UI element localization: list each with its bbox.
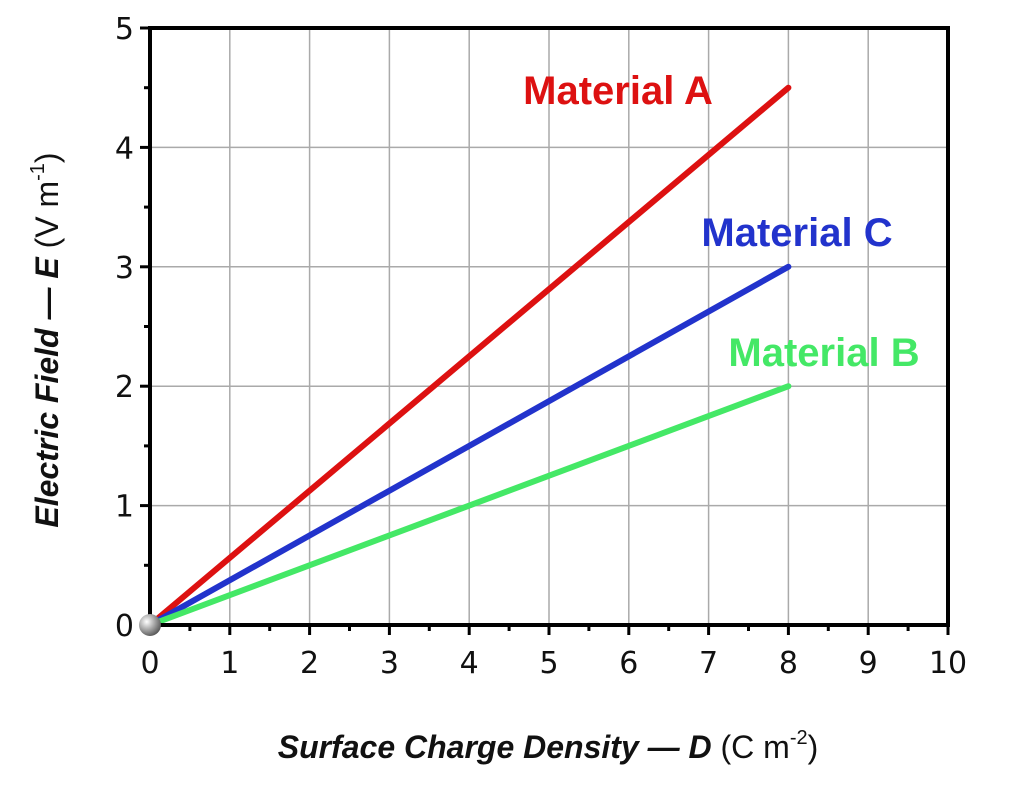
series-label: Material A	[523, 69, 713, 113]
x-tick-label: 9	[859, 646, 878, 681]
axes	[140, 26, 950, 635]
x-tick-label: 6	[619, 646, 638, 681]
series-label: Material B	[728, 331, 919, 375]
series-line-material-b	[147, 383, 792, 628]
tick-labels: 0 1 2 3 4 5 6 7 8 9 10 0 1 2 3 4 5	[115, 12, 967, 681]
series-label: Material C	[701, 211, 892, 255]
x-tick-label: 5	[539, 646, 558, 681]
series-line-material-c	[147, 263, 792, 628]
y-axis-label: Electric Field — E (V m-1)	[27, 152, 65, 527]
x-tick-label: 4	[460, 646, 479, 681]
series-labels: Material A Material C Material B	[523, 69, 919, 375]
x-tick-label: 2	[300, 646, 319, 681]
x-tick-label: 3	[380, 646, 399, 681]
x-tick-label: 0	[140, 646, 159, 681]
y-tick-label: 3	[115, 251, 134, 286]
y-tick-label: 0	[115, 609, 134, 644]
series-group	[147, 84, 792, 628]
series-line-material-a	[147, 84, 792, 628]
x-tick-label: 1	[220, 646, 239, 681]
x-tick-label: 8	[779, 646, 798, 681]
grid	[149, 27, 949, 626]
y-tick-label: 2	[115, 370, 134, 405]
x-axis-label: Surface Charge Density — D (C m-2)	[278, 727, 819, 765]
origin-marker	[139, 614, 161, 636]
x-tick-label: 10	[929, 646, 967, 681]
y-tick-label: 5	[115, 12, 134, 47]
x-tick-label: 7	[699, 646, 718, 681]
plot-frame	[148, 26, 950, 627]
y-tick-label: 4	[115, 131, 134, 166]
y-tick-label: 1	[115, 490, 134, 525]
